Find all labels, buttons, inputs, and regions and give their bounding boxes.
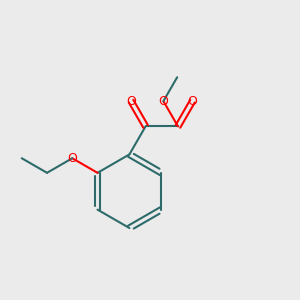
Text: O: O bbox=[126, 94, 136, 108]
Text: O: O bbox=[158, 94, 168, 108]
Text: O: O bbox=[67, 152, 77, 165]
Text: O: O bbox=[188, 94, 197, 108]
